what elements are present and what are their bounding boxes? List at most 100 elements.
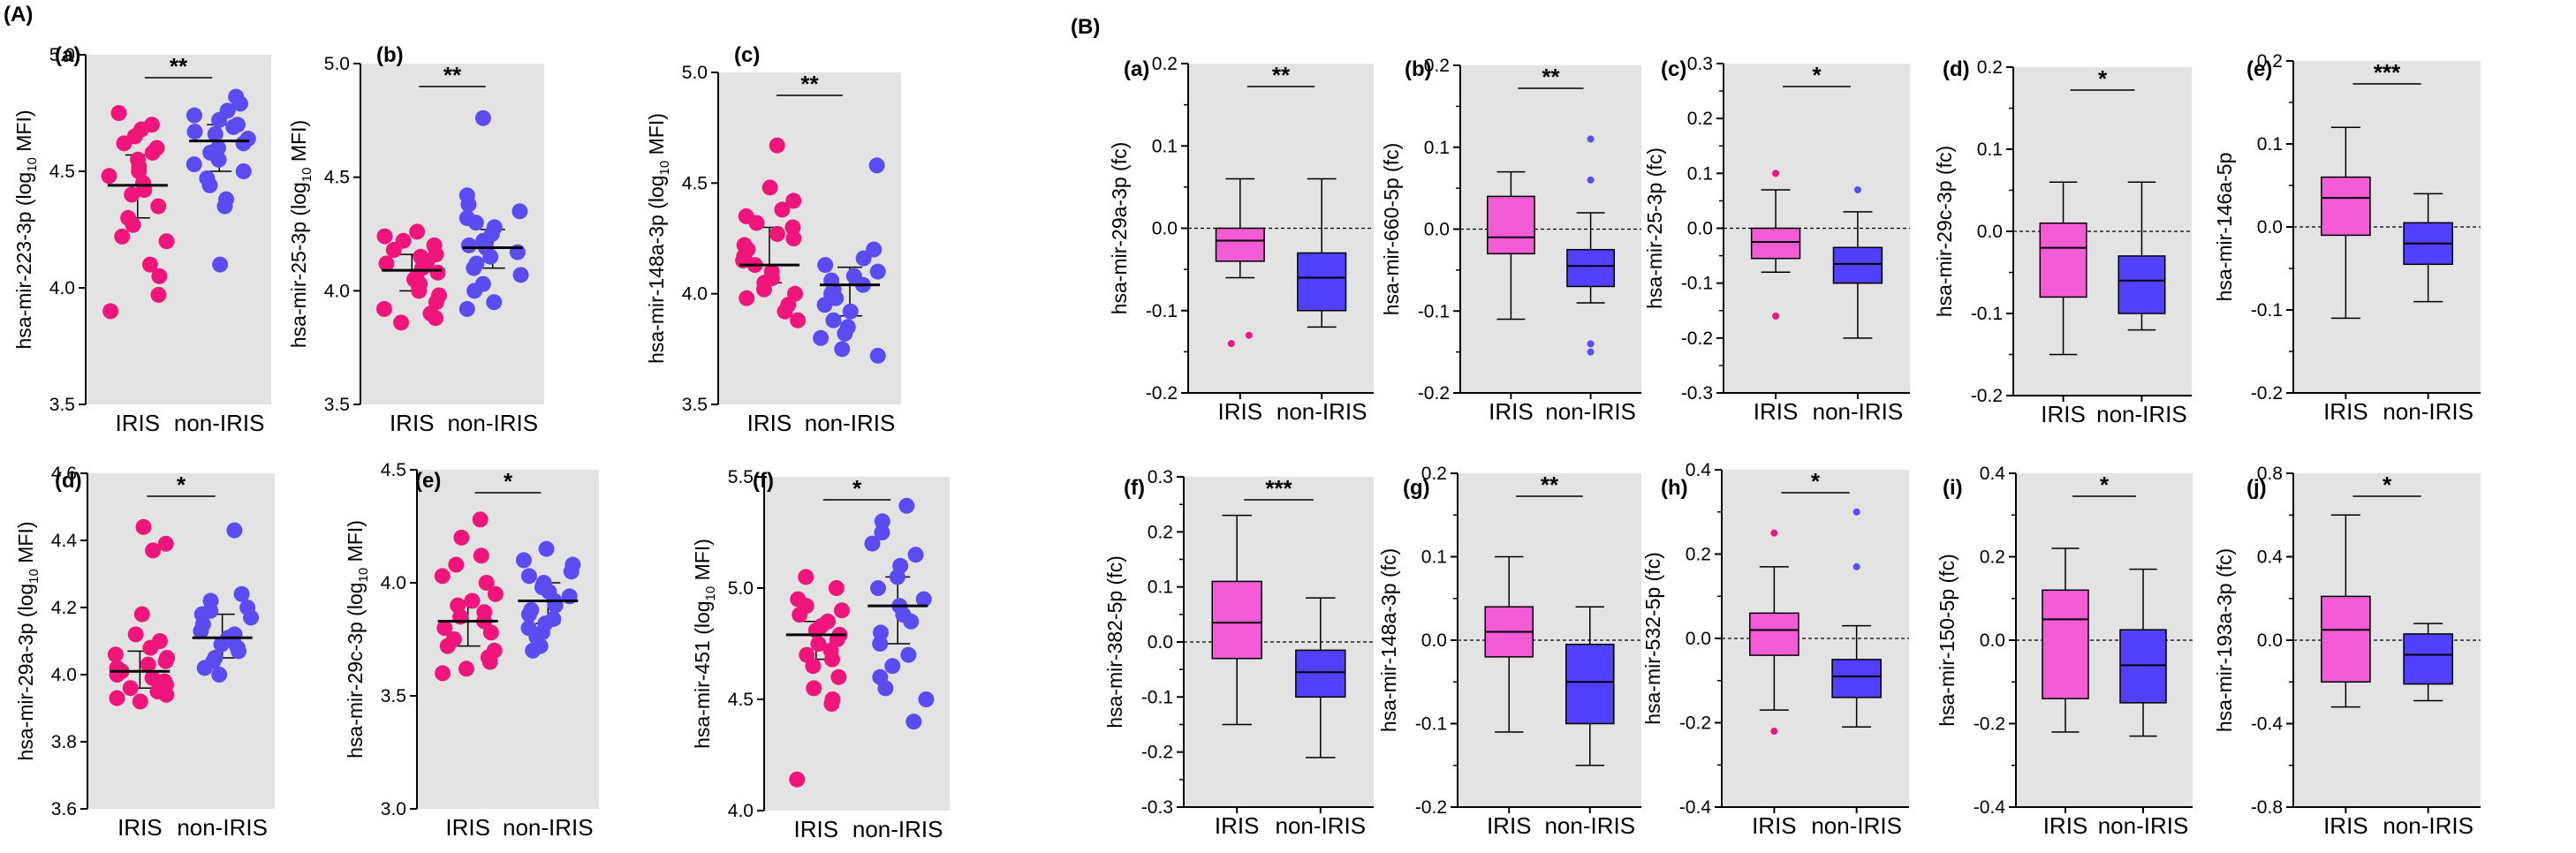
y-axis-label: hsa-mir-25-3p (fc) (1643, 147, 1666, 309)
data-point (478, 575, 495, 591)
x-category-label: non-IRIS (177, 814, 268, 841)
data-point (466, 283, 483, 299)
data-point (434, 568, 451, 585)
data-point (436, 620, 453, 637)
outlier-point (1852, 508, 1860, 516)
data-point (385, 242, 402, 259)
chart-A-d: 3.6 3.8 4.0 4.2 4.4 4.6 IRIS non-IRIS hsa-mir-29… (14, 464, 275, 841)
data-point (157, 653, 174, 669)
y-tick-label: -0.2 (1679, 713, 1711, 734)
significance-stars: * (504, 468, 513, 494)
data-point (874, 513, 890, 530)
x-category-label: non-IRIS (2383, 398, 2474, 425)
y-axis-label: hsa-mir-223-3p (log10 MFI) (12, 109, 40, 349)
subpanel-label: (b) (1405, 57, 1432, 81)
data-point (833, 602, 850, 619)
outlier-point (1853, 185, 1861, 193)
data-point (472, 511, 489, 528)
data-point (101, 168, 117, 185)
y-tick-label: 0.2 (1687, 109, 1713, 129)
data-point (212, 256, 229, 273)
data-point (375, 300, 392, 317)
box (2321, 176, 2371, 237)
data-point (884, 658, 901, 675)
outlier-point (1245, 331, 1253, 339)
data-point (473, 547, 489, 564)
y-tick-label: 0.4 (1980, 464, 2006, 484)
y-tick-label: 0.3 (1687, 54, 1713, 74)
y-tick-label: 5.0 (49, 45, 75, 65)
subpanel-label: (g) (1403, 476, 1430, 500)
data-point (903, 613, 920, 630)
data-point (102, 303, 119, 320)
y-tick-label: -0.4 (1679, 797, 1712, 818)
box (2042, 589, 2089, 699)
box (1565, 643, 1615, 725)
data-point (378, 255, 395, 272)
data-point (898, 497, 915, 514)
y-tick-label: 4.0 (324, 281, 350, 301)
box (2119, 629, 2167, 704)
significance-stars: * (177, 472, 186, 498)
x-category-label: IRIS (747, 410, 792, 436)
data-point (515, 552, 532, 569)
y-tick-label: 0.2 (1424, 56, 1450, 76)
data-point (135, 518, 152, 535)
data-point (193, 623, 209, 639)
data-point (789, 771, 806, 788)
data-point (868, 157, 885, 174)
subpanel-label: (e) (415, 469, 441, 493)
data-point (563, 563, 580, 580)
data-point (132, 693, 148, 710)
y-tick-label: 0.1 (1421, 547, 1447, 568)
data-point (411, 283, 428, 299)
data-point (409, 223, 426, 240)
data-point (864, 535, 881, 552)
data-point (915, 591, 932, 608)
subpanel-label: (i) (1943, 476, 1963, 500)
data-point (877, 680, 894, 697)
box (1215, 227, 1265, 262)
y-tick-label: -0.1 (1146, 301, 1178, 321)
y-tick-label: -0.2 (1418, 383, 1450, 404)
data-point (520, 568, 537, 585)
data-point (823, 651, 840, 668)
outlier-point (1772, 170, 1780, 177)
x-category-label: IRIS (390, 410, 435, 436)
chart-A-f: 4.0 4.5 5.0 5.5 IRIS non-IRIS hsa-mir-451 (log… (691, 467, 950, 842)
y-tick-label: -0.2 (1971, 386, 2003, 406)
data-point (785, 192, 802, 209)
y-tick-label: 0.4 (1686, 460, 1712, 480)
y-tick-label: -0.2 (1146, 383, 1178, 404)
panel-label-B: (B) (1071, 15, 1100, 39)
data-point (460, 196, 477, 213)
y-tick-label: -0.2 (1141, 743, 1173, 763)
y-tick-label: 0.1 (1687, 163, 1713, 184)
outlier-point (1772, 312, 1780, 320)
data-point (225, 118, 242, 135)
significance-stars: *** (2374, 59, 2401, 86)
data-point (458, 300, 475, 317)
x-category-label: IRIS (2043, 812, 2088, 839)
data-point (109, 667, 125, 683)
chart-B-g: -0.2 -0.1 0.0 0.1 0.2 IRIS non-IRIS hsa-mir-148… (1377, 464, 1641, 839)
data-point (918, 691, 935, 707)
box (2118, 255, 2166, 314)
data-point (481, 653, 498, 670)
subpanel-label: (a) (1124, 57, 1149, 81)
y-tick-label: 4.5 (324, 168, 350, 188)
data-point (435, 665, 451, 682)
chart-A-c: 3.5 4.0 4.5 5.0 IRIS non-IRIS hsa-mir-148a-3p … (645, 43, 901, 436)
data-point (109, 690, 125, 706)
chart-A-e: 3.0 3.5 4.0 4.5 IRIS non-IRIS hsa-mir-29c-3p (… (344, 460, 599, 841)
x-category-label: IRIS (2323, 398, 2368, 425)
x-category-label: IRIS (116, 410, 161, 436)
data-point (145, 542, 162, 559)
data-point (905, 713, 922, 730)
box (1749, 612, 1799, 656)
outlier-point (1587, 135, 1595, 143)
data-point (439, 638, 456, 654)
x-category-label: non-IRIS (503, 814, 594, 841)
subpanel-label: (j) (2246, 476, 2267, 500)
y-tick-label: 0.0 (1687, 219, 1713, 239)
